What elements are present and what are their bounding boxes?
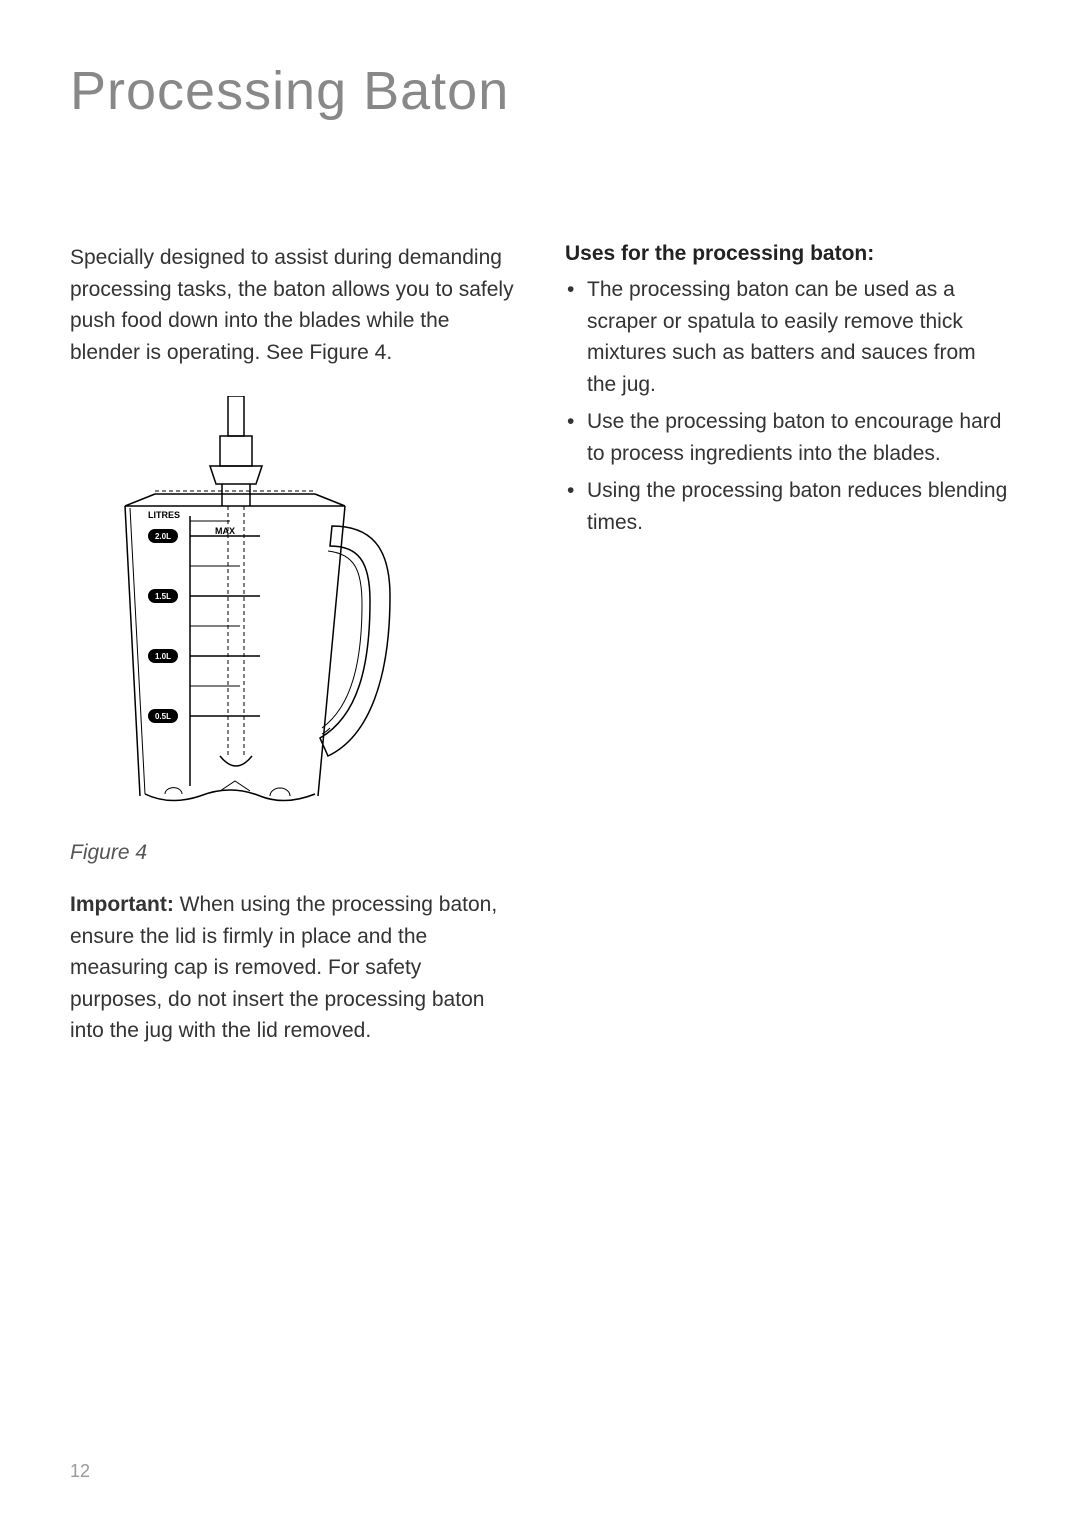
- svg-text:1.0L: 1.0L: [155, 652, 171, 661]
- uses-list: The processing baton can be used as a sc…: [565, 274, 1010, 538]
- list-item: Using the processing baton reduces blend…: [565, 475, 1010, 538]
- list-item: Use the processing baton to encourage ha…: [565, 406, 1010, 469]
- svg-text:MAX: MAX: [215, 526, 235, 536]
- important-label: Important:: [70, 893, 174, 916]
- svg-text:1.5L: 1.5L: [155, 592, 171, 601]
- figure-caption: Figure 4: [70, 841, 515, 865]
- important-paragraph: Important: When using the processing bat…: [70, 889, 515, 1047]
- blender-diagram: LITRES MAX 2.0L 1.5L 1.0L 0.5L: [70, 396, 410, 816]
- page-number: 12: [70, 1461, 90, 1482]
- right-column: Uses for the processing baton: The proce…: [565, 242, 1010, 1075]
- page-title: Processing Baton: [70, 60, 1010, 122]
- left-column: Specially designed to assist during dema…: [70, 242, 515, 1075]
- figure-4: LITRES MAX 2.0L 1.5L 1.0L 0.5L: [70, 396, 515, 821]
- svg-text:2.0L: 2.0L: [155, 532, 171, 541]
- svg-text:LITRES: LITRES: [148, 510, 180, 520]
- content-columns: Specially designed to assist during dema…: [70, 242, 1010, 1075]
- uses-subhead: Uses for the processing baton:: [565, 242, 1010, 266]
- list-item: The processing baton can be used as a sc…: [565, 274, 1010, 400]
- svg-text:0.5L: 0.5L: [155, 712, 171, 721]
- intro-paragraph: Specially designed to assist during dema…: [70, 242, 515, 368]
